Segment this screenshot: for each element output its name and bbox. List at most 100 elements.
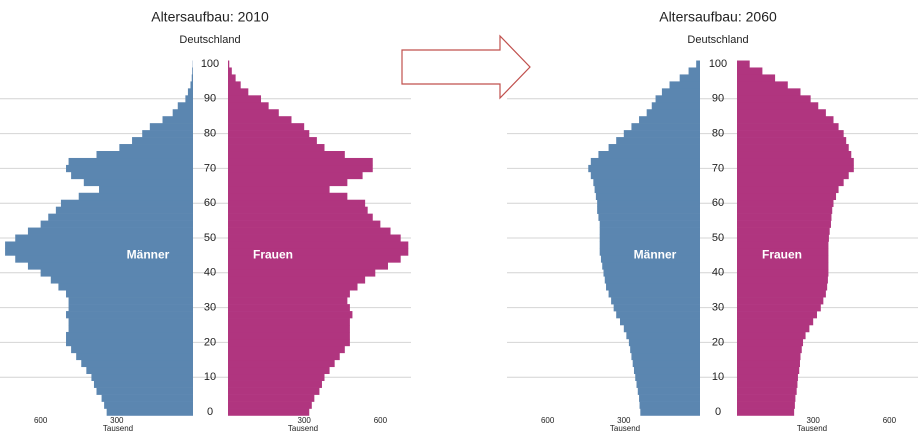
bar [594, 185, 700, 194]
bar [5, 241, 193, 249]
x-axis-label: Tausend [103, 424, 133, 433]
bar [228, 130, 310, 138]
chart-subtitle: Deutschland [687, 34, 748, 46]
bar [737, 137, 847, 145]
bar [639, 116, 700, 124]
bar [626, 331, 700, 340]
x-tick-label: 600 [541, 416, 555, 425]
bar [228, 304, 350, 312]
bar [737, 241, 829, 249]
bar [737, 338, 804, 347]
bar [71, 171, 193, 180]
bar [78, 192, 193, 201]
bar [228, 262, 388, 270]
y-tick-label: 60 [204, 197, 216, 209]
bar [737, 387, 797, 395]
chart-subtitle: Deutschland [179, 34, 240, 46]
bar [602, 262, 700, 270]
bar [737, 345, 802, 354]
x-axis-label: Tausend [797, 424, 827, 433]
bar [608, 144, 700, 152]
bar [599, 234, 700, 242]
bar [68, 297, 193, 305]
bar [228, 352, 340, 361]
bar [228, 74, 236, 82]
x-tick-label: 300 [807, 416, 821, 425]
bar [228, 241, 409, 249]
bar [192, 67, 193, 75]
y-tick-label: 70 [204, 162, 216, 174]
bar [597, 206, 700, 214]
bar [737, 95, 811, 103]
bar [66, 290, 193, 298]
bar [68, 318, 193, 326]
bar [737, 262, 829, 270]
y-tick-label: 100 [201, 58, 219, 70]
bar [81, 359, 193, 368]
bar [737, 171, 849, 180]
bar [590, 157, 700, 166]
bar [737, 248, 829, 256]
bar [737, 373, 798, 381]
bar [228, 255, 401, 263]
bar [737, 297, 824, 305]
bar [631, 123, 700, 131]
bar [737, 290, 826, 298]
bar [228, 116, 292, 124]
bar [737, 227, 830, 235]
bar [598, 213, 700, 221]
bar [620, 318, 700, 326]
bar [191, 74, 193, 82]
bar [185, 95, 193, 103]
bar [190, 81, 193, 89]
bar [60, 199, 193, 207]
bar [228, 227, 391, 235]
bar [228, 394, 315, 402]
bar [149, 123, 193, 131]
bar [106, 408, 193, 416]
bar [737, 380, 798, 388]
bar [636, 380, 700, 388]
bar [616, 311, 700, 319]
bar [597, 199, 700, 207]
bar [15, 234, 193, 242]
bar [737, 408, 795, 416]
y-tick-label: 80 [712, 128, 724, 140]
y-tick-label: 0 [207, 406, 213, 418]
bar [40, 269, 194, 277]
arrow [401, 34, 531, 100]
bar [228, 95, 262, 103]
bar [228, 164, 373, 173]
y-tick-label: 90 [712, 93, 724, 105]
bar [228, 137, 317, 145]
bar [228, 109, 279, 117]
y-tick-label: 10 [712, 371, 724, 383]
bar [737, 199, 834, 207]
y-tick-label: 90 [204, 93, 216, 105]
y-tick-label: 20 [712, 336, 724, 348]
bar [228, 234, 401, 242]
x-tick-label: 600 [34, 416, 48, 425]
bar [595, 192, 700, 201]
bar [96, 387, 193, 395]
bar [599, 241, 700, 249]
bar [177, 102, 193, 110]
bar [635, 373, 700, 381]
x-axis-label: Tausend [610, 424, 640, 433]
bar [15, 255, 193, 263]
bar [68, 325, 193, 333]
y-tick-label: 10 [204, 371, 216, 383]
bar [76, 352, 193, 361]
bar [83, 178, 193, 187]
bar [600, 255, 700, 263]
chart-title: Altersaufbau: 2060 [659, 9, 777, 25]
bar [228, 220, 381, 228]
bar [637, 387, 700, 395]
y-tick-label: 50 [712, 232, 724, 244]
bar [616, 137, 700, 145]
bar [228, 123, 305, 131]
bar [737, 318, 814, 326]
bar [104, 401, 193, 409]
bar [737, 283, 828, 291]
bar [737, 178, 844, 187]
